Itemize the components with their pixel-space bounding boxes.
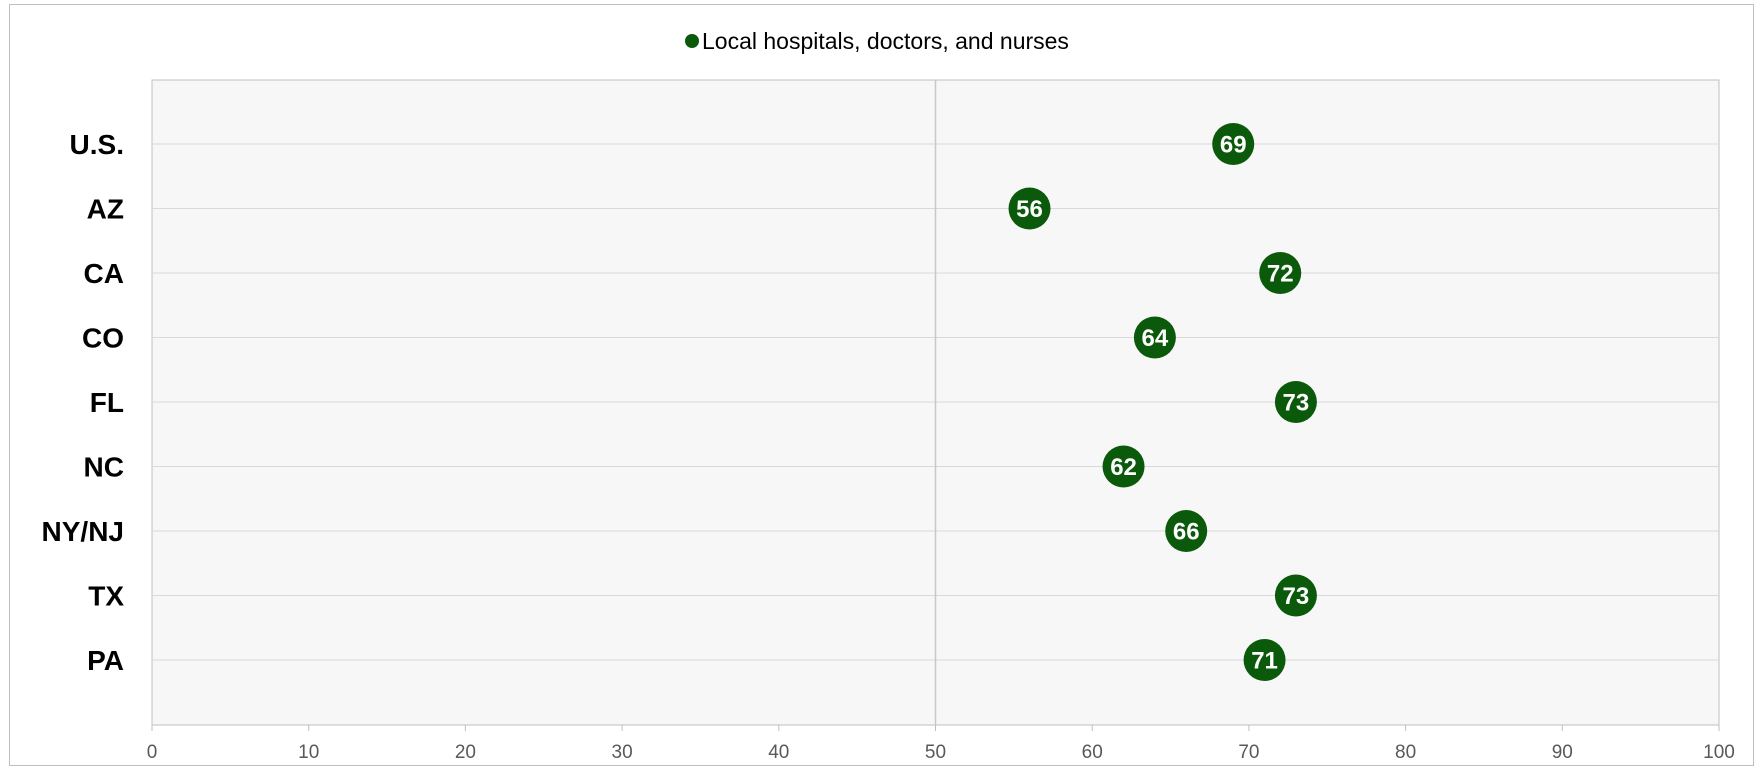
category-label: CA	[84, 258, 124, 289]
x-tick-label: 90	[1552, 742, 1573, 763]
legend-marker	[685, 34, 699, 48]
data-label: 56	[1016, 196, 1043, 223]
data-point	[1274, 574, 1317, 617]
data-point	[1274, 381, 1317, 423]
data-label: 71	[1251, 648, 1278, 675]
category-label: AZ	[87, 194, 124, 225]
category-label: PA	[87, 645, 124, 676]
x-tick-label: 10	[298, 742, 319, 763]
data-point	[1165, 510, 1208, 552]
x-tick-label: 50	[925, 742, 946, 763]
category-label: CO	[82, 323, 124, 354]
legend: Local hospitals, doctors, and nurses	[685, 28, 1069, 54]
category-label: U.S.	[70, 129, 124, 160]
category-label: FL	[90, 387, 124, 418]
data-point	[1008, 187, 1051, 230]
x-tick-label: 60	[1082, 742, 1103, 763]
data-label: 69	[1220, 132, 1247, 159]
data-label: 73	[1283, 390, 1310, 417]
x-tick-label: 70	[1238, 742, 1259, 763]
legend-label: Local hospitals, doctors, and nurses	[702, 28, 1069, 54]
category-label: NY/NJ	[42, 516, 124, 547]
data-label: 66	[1173, 519, 1200, 546]
x-tick-label: 20	[455, 742, 476, 763]
category-labels: U.S. AZ CA CO FL NC NY/NJ TX PA	[42, 129, 125, 676]
x-tick-label: 80	[1395, 742, 1416, 763]
data-point	[1133, 316, 1176, 359]
x-tick-label: 30	[612, 742, 633, 763]
data-label: 64	[1142, 325, 1169, 352]
data-point	[1243, 639, 1286, 681]
category-label: TX	[88, 581, 124, 612]
data-label: 62	[1110, 454, 1137, 481]
x-tick-label: 40	[768, 742, 789, 763]
data-point	[1212, 123, 1255, 165]
data-points: 69 56 72 64 73 62 66 73 71	[1008, 123, 1317, 681]
data-label: 72	[1267, 261, 1294, 288]
data-point	[1102, 445, 1145, 488]
x-tick-label: 100	[1703, 742, 1735, 763]
data-label: 73	[1283, 583, 1310, 610]
data-point	[1259, 252, 1302, 294]
x-axis-ticks: 0 10 20 30 40 50 60 70 80 90 100	[147, 725, 1735, 763]
category-label: NC	[84, 452, 124, 483]
x-tick-label: 0	[147, 742, 158, 763]
